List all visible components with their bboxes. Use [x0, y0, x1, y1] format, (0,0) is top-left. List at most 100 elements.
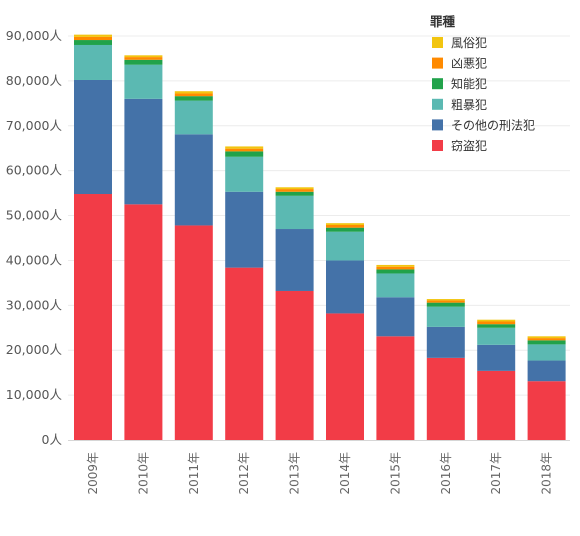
- x-tick-label: 2017年: [489, 452, 503, 495]
- bar-segment[interactable]: [376, 269, 415, 274]
- y-tick-label: 60,000人: [6, 163, 63, 178]
- bar-segment[interactable]: [376, 297, 415, 337]
- legend-item[interactable]: 風俗犯: [432, 36, 487, 50]
- bar-segment[interactable]: [326, 313, 364, 440]
- bar-segment[interactable]: [124, 59, 163, 65]
- bar-segment[interactable]: [326, 223, 364, 225]
- bar-segment[interactable]: [275, 229, 314, 291]
- legend-item[interactable]: 知能犯: [432, 77, 487, 91]
- bar-segment[interactable]: [124, 55, 163, 58]
- bar-segment[interactable]: [74, 36, 112, 41]
- bar-segment[interactable]: [275, 195, 314, 230]
- bar-stack-2016年: [426, 299, 465, 440]
- legend-swatch: [432, 119, 443, 131]
- legend-label: 凶悪犯: [451, 57, 487, 71]
- legend-item[interactable]: 凶悪犯: [432, 57, 487, 71]
- bar-segment[interactable]: [174, 96, 213, 101]
- bar-segment[interactable]: [225, 267, 264, 440]
- bar-segment[interactable]: [426, 326, 465, 358]
- bar-segment[interactable]: [326, 224, 364, 228]
- bar-segment[interactable]: [74, 40, 112, 45]
- bar-segment[interactable]: [477, 321, 516, 325]
- bar-segment[interactable]: [477, 344, 516, 371]
- bar-segment[interactable]: [426, 300, 465, 303]
- bar-segment[interactable]: [225, 151, 264, 157]
- bar-segment[interactable]: [376, 273, 415, 298]
- bar-segment[interactable]: [174, 134, 213, 226]
- bar-stack-2013年: [275, 187, 314, 440]
- bar-segment[interactable]: [376, 264, 415, 267]
- bar-stack-2017年: [477, 319, 516, 440]
- bar-segment[interactable]: [74, 44, 112, 80]
- legend-swatch: [432, 78, 443, 90]
- bar-stack-2018年: [527, 336, 566, 440]
- legend-label: 知能犯: [451, 77, 487, 91]
- legend-swatch: [432, 57, 443, 69]
- bar-segment[interactable]: [174, 93, 213, 97]
- y-tick-label: 40,000人: [6, 252, 63, 267]
- legend-item[interactable]: 粗暴犯: [432, 98, 487, 112]
- bar-segment[interactable]: [124, 64, 163, 99]
- x-tick-label: 2009年: [86, 452, 100, 495]
- bar-segment[interactable]: [326, 231, 364, 261]
- bar-segment[interactable]: [225, 191, 264, 268]
- bar-stack-2009年: [74, 34, 112, 440]
- bar-segment[interactable]: [527, 338, 566, 341]
- bar-segment[interactable]: [376, 266, 415, 270]
- bar-segment[interactable]: [426, 302, 465, 307]
- legend-swatch: [432, 37, 443, 48]
- bar-segment[interactable]: [527, 381, 566, 440]
- y-tick-label: 0人: [42, 432, 63, 447]
- bar-segment[interactable]: [225, 146, 264, 149]
- y-tick-label: 30,000人: [6, 297, 63, 312]
- x-tick-label: 2014年: [338, 452, 352, 495]
- bar-segment[interactable]: [174, 91, 213, 94]
- bar-segment[interactable]: [426, 299, 465, 301]
- y-tick-label: 80,000人: [6, 73, 63, 88]
- bar-segment[interactable]: [426, 306, 465, 327]
- bar-segment[interactable]: [376, 336, 415, 440]
- bar-stack-2011年: [174, 91, 213, 440]
- bar-segment[interactable]: [275, 189, 314, 192]
- bar-segment[interactable]: [74, 194, 112, 440]
- bar-segment[interactable]: [174, 100, 213, 135]
- bar-segment[interactable]: [477, 327, 516, 345]
- bar-segment[interactable]: [477, 319, 516, 322]
- legend-label: 窃盗犯: [451, 138, 487, 153]
- bar-segment[interactable]: [326, 260, 364, 314]
- x-tick-label: 2012年: [237, 452, 251, 495]
- bar-segment[interactable]: [124, 57, 163, 60]
- legend-item[interactable]: 窃盗犯: [432, 138, 487, 153]
- bar-segment[interactable]: [527, 336, 566, 339]
- x-tick-label: 2010年: [136, 452, 150, 495]
- x-tick-label: 2016年: [439, 452, 453, 495]
- bar-segment[interactable]: [275, 187, 314, 190]
- bar-segment[interactable]: [74, 79, 112, 195]
- bar-segment[interactable]: [527, 360, 566, 382]
- y-axis: 0人 10,000人 20,000人 30,000人 40,000人 50,000人 60,…: [6, 28, 63, 447]
- legend-item[interactable]: その他の刑法犯: [432, 118, 535, 132]
- bar-segment[interactable]: [275, 290, 314, 440]
- bar-segment[interactable]: [124, 204, 163, 440]
- bar-segment[interactable]: [477, 370, 516, 440]
- x-tick-label: 2018年: [540, 452, 554, 495]
- x-axis: 2009年 2010年 2011年 2012年 2013年 2014年 2015年 2016年…: [68, 440, 570, 495]
- legend-label: 粗暴犯: [451, 98, 487, 112]
- bar-segment[interactable]: [225, 148, 264, 152]
- bar-segment[interactable]: [477, 324, 516, 328]
- bar-stack-2015年: [376, 264, 415, 440]
- bar-segment[interactable]: [527, 340, 566, 345]
- y-tick-label: 50,000人: [6, 208, 63, 223]
- bar-segment[interactable]: [426, 357, 465, 440]
- bar-segment[interactable]: [275, 191, 314, 196]
- legend-swatch: [432, 140, 443, 151]
- bar-segment[interactable]: [326, 227, 364, 232]
- bar-segment[interactable]: [527, 344, 566, 361]
- bar-stack-2010年: [124, 55, 163, 440]
- bar-segment[interactable]: [74, 34, 112, 37]
- bar-segment[interactable]: [225, 156, 264, 192]
- bar-segment[interactable]: [124, 98, 163, 205]
- bar-segment[interactable]: [174, 225, 213, 440]
